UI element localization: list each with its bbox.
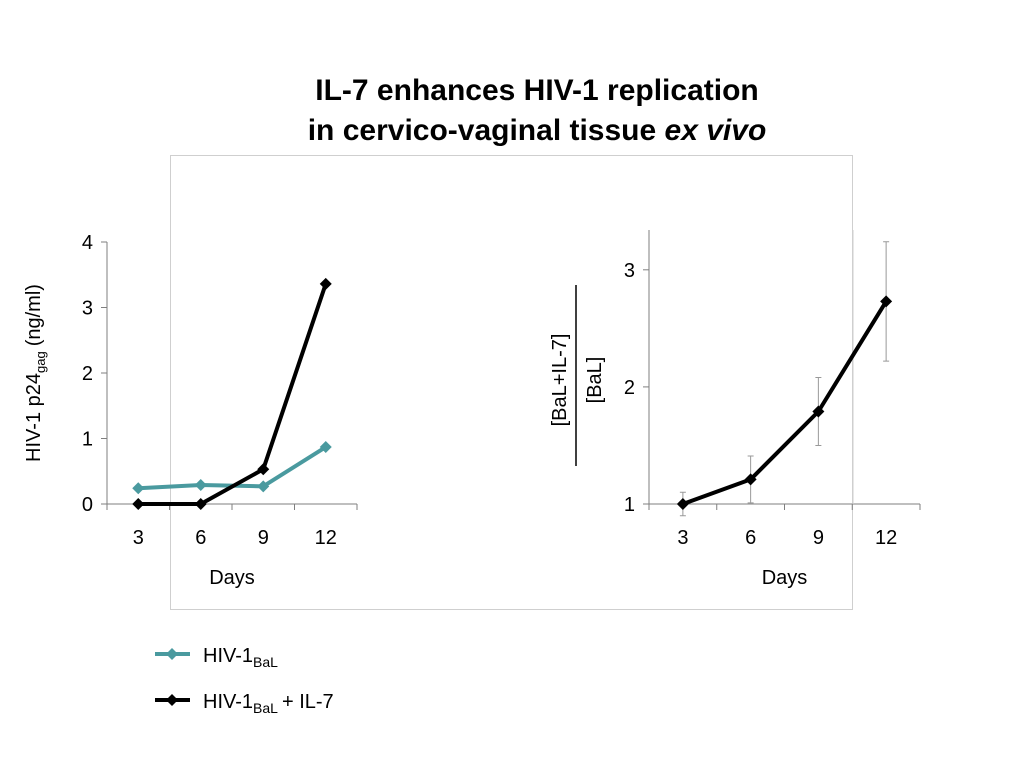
title-italic: ex vivo [665,114,767,147]
legend-name: HIV-1 [203,691,253,713]
x-tick-label: 12 [315,527,337,549]
y-tick-label: 0 [82,494,93,516]
title-line1: IL-7 enhances HIV-1 replication [315,74,758,107]
y-label-sub: gag [33,351,48,373]
data-point [744,473,757,486]
x-tick-label: 12 [875,527,897,549]
x-axis-label: Days [762,567,808,589]
legend-label: HIV-1BaL + IL-7 [203,691,334,716]
data-line [138,283,328,506]
y-tick-label: 3 [624,260,635,282]
x-tick-label: 3 [677,527,688,549]
legend-name: HIV-1 [203,645,253,667]
legend-marker [166,648,178,660]
y-label-unit: (ng/ml) [23,284,45,346]
y-tick-label: 4 [82,232,93,254]
x-tick-label: 6 [745,527,756,549]
y-tick-label: 1 [624,494,635,516]
data-point [257,463,270,476]
data-point [880,295,893,308]
title-line2-text: in cervico-vaginal tissue [308,114,656,147]
data-point [194,479,207,492]
y-tick-label: 2 [624,377,635,399]
x-tick-label: 9 [258,527,269,549]
legend-marker [166,694,178,706]
data-point [132,498,145,510]
data-point [319,441,332,454]
data-point [132,482,145,495]
data-point [812,405,825,418]
legend-suffix: + IL-7 [282,691,334,713]
x-tick-label: 3 [133,527,144,549]
y-label-main: HIV-1 p24 [23,373,45,462]
data-point [676,498,689,510]
y-label-numerator: [BaL+IL-7] [549,334,571,427]
legend-name-sub: BaL [253,700,278,716]
title-line2: in cervico-vaginal tissue ex vivo [308,114,767,147]
data-point [194,498,207,510]
y-tick-label: 3 [82,298,93,320]
y-tick-label: 2 [82,363,93,385]
x-tick-label: 9 [813,527,824,549]
x-tick-label: 6 [195,527,206,549]
legend-label: HIV-1BaL [203,645,278,670]
data-point [257,480,270,493]
y-axis-label: HIV-1 p24gag (ng/ml) [23,284,48,462]
x-axis-label: Days [209,567,255,589]
data-point [319,277,332,290]
legend-name-sub: BaL [253,654,278,670]
y-label-denominator: [BaL] [584,357,606,404]
data-line [682,300,888,506]
y-tick-label: 1 [82,429,93,451]
data-line [138,445,327,491]
